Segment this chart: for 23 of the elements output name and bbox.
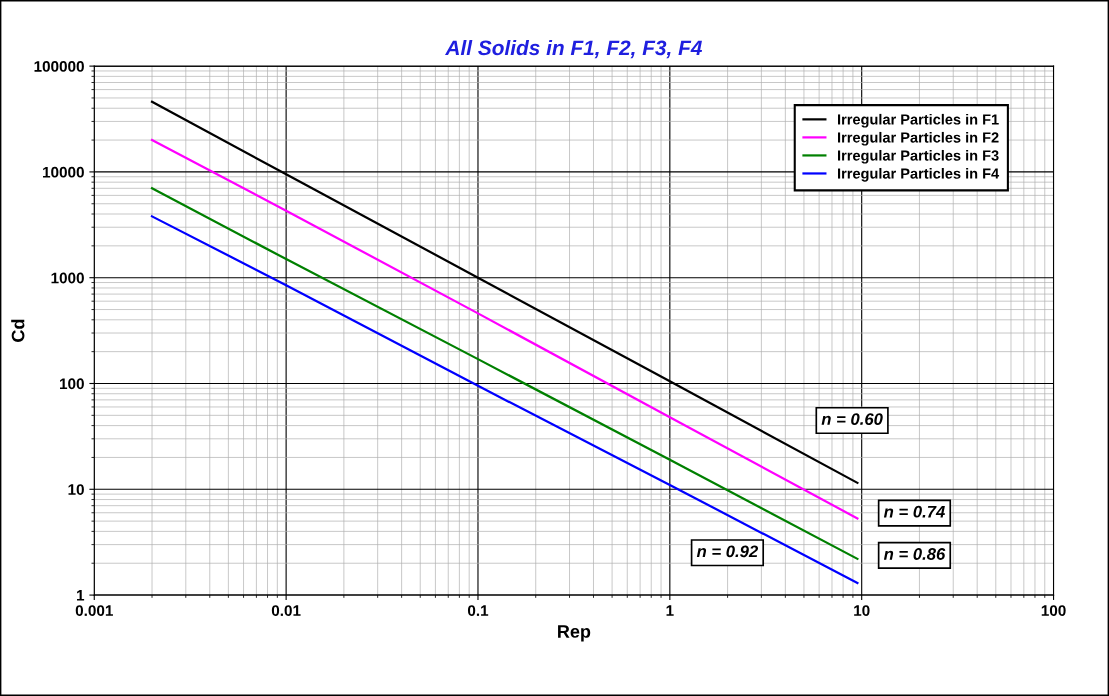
legend-label: Irregular Particles in F2 [838,131,999,146]
y-tick-label: 100000 [34,60,84,72]
legend-label: Irregular Particles in F3 [838,149,999,164]
legend-label: Irregular Particles in F4 [838,168,1000,182]
y-tick-label: 100 [60,378,84,390]
y-axis-title: Cd [11,319,25,342]
y-tick-label: 10 [68,484,84,495]
chart-title: All Solids in F1, F2, F3, F4 [445,39,703,59]
annotation: n = 0.60 [821,413,883,425]
annotation: n = 0.74 [883,505,945,518]
y-tick-label: 1000 [51,272,84,284]
y-tick-label: 10000 [43,166,84,178]
x-tick-label: 10 [854,605,870,617]
annotation: n = 0.92 [696,545,759,558]
x-tick-label: 100 [1041,605,1066,617]
legend-label: Irregular Particles in F1 [838,113,999,128]
x-tick-label: 0.01 [271,605,301,617]
x-axis-title: Rep [558,625,591,642]
y-tick-label: 1 [77,590,85,601]
x-tick-label: 1 [666,605,674,616]
annotation: n = 0.86 [883,548,946,560]
x-tick-label: 0.1 [467,605,489,617]
x-tick-label: 0.001 [75,605,113,617]
